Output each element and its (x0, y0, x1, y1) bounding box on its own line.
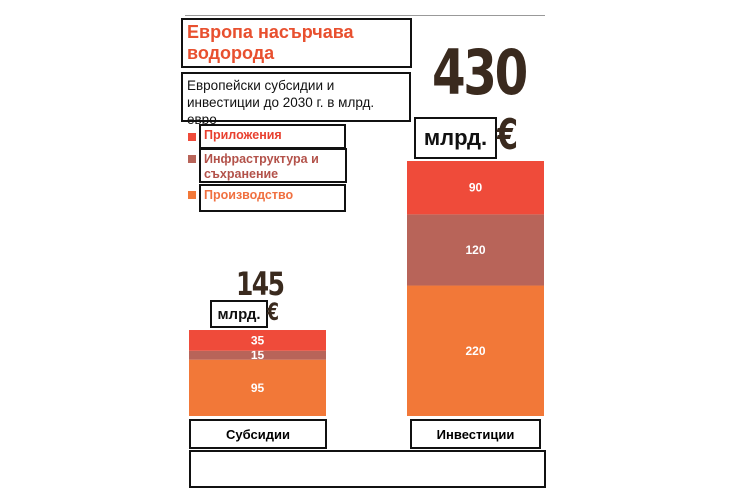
subsidies-total-currency: € (267, 298, 280, 326)
bar-segment-investments-applications (407, 161, 544, 215)
chart-subtitle: Европейски субсидии и инвестиции до 2030… (181, 72, 411, 127)
top-rule (185, 15, 545, 16)
data-label-subsidies-production: 95 (251, 381, 265, 395)
legend-label-applications: Приложения (204, 128, 282, 142)
data-label-subsidies-applications: 35 (251, 333, 265, 347)
investments-total-number: 430 (432, 36, 528, 109)
legend-swatch-production (188, 191, 196, 199)
data-label-subsidies-infrastructure: 15 (251, 348, 265, 362)
legend-swatch-infrastructure (188, 155, 196, 163)
legend-item-production: Производство (199, 184, 346, 212)
investments-unit-text: млрд. (423, 125, 488, 150)
subsidies-total-unit: млрд. (210, 300, 268, 328)
legend-item-infrastructure: Инфраструктура и съхранение (199, 148, 347, 183)
category-text-investments: Инвестиции (436, 426, 515, 442)
legend-label-infrastructure: Инфраструктура и съхранение (204, 152, 319, 181)
category-text-subsidies: Субсидии (226, 426, 290, 442)
data-label-investments-applications: 90 (469, 181, 483, 195)
bar-segment-investments-production (407, 285, 544, 416)
bar-segment-subsidies-production (189, 359, 326, 416)
footer-box (189, 450, 546, 488)
bar-segment-investments-infrastructure (407, 214, 544, 286)
data-label-investments-infrastructure: 120 (465, 243, 485, 257)
chart-title-text: Европа насърчава водорода (187, 22, 354, 63)
legend-label-production: Производство (204, 188, 294, 202)
chart-subtitle-text: Европейски субсидии и инвестиции до 2030… (187, 78, 375, 127)
investments-total-unit: млрд. (414, 117, 497, 159)
subsidies-total-number: 145 (236, 265, 285, 303)
category-label-investments: Инвестиции (410, 419, 541, 449)
legend-swatch-applications (188, 133, 196, 141)
data-label-investments-production: 220 (465, 344, 485, 358)
bar-segment-subsidies-applications (189, 330, 326, 351)
subsidies-unit-text: млрд. (217, 305, 261, 323)
investments-total-currency: € (497, 110, 519, 159)
bar-segment-subsidies-infrastructure (189, 350, 326, 360)
category-label-subsidies: Субсидии (189, 419, 327, 449)
chart-title: Европа насърчава водорода (181, 18, 412, 68)
